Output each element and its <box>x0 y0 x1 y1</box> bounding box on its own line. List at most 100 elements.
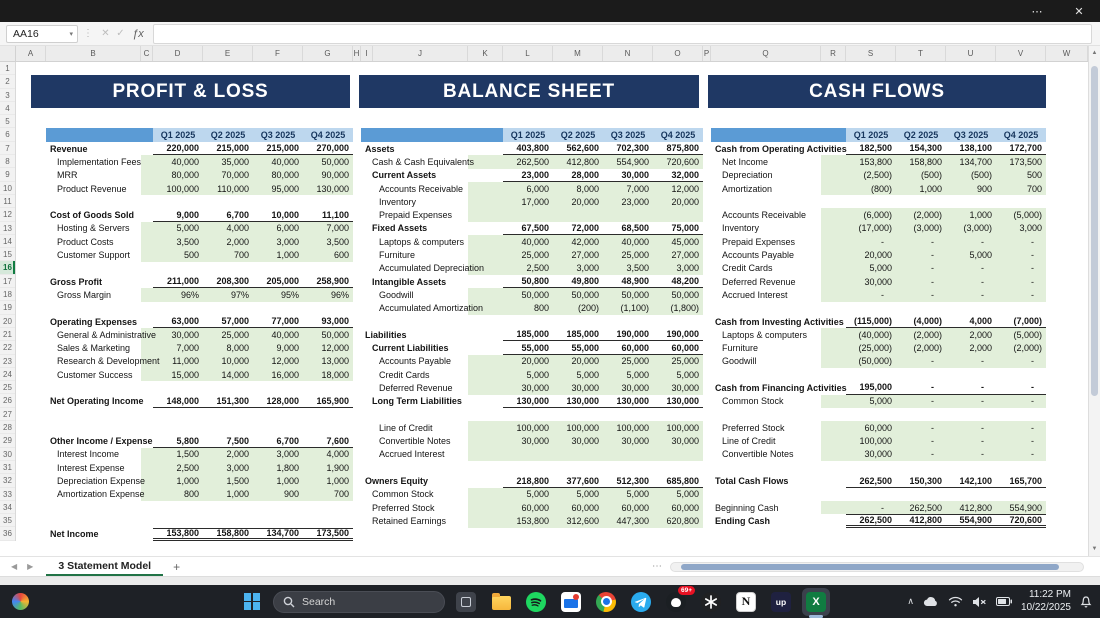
cf-row-10-label[interactable]: Amortization <box>722 183 773 194</box>
bs-row-31-label[interactable] <box>361 461 468 474</box>
cf-row-10-q4[interactable]: 700 <box>996 181 1046 196</box>
pl-row-23-label[interactable]: Research & Development <box>57 356 160 367</box>
bs-row-32-q2[interactable]: 377,600 <box>553 474 603 488</box>
bs-row-31-spacer[interactable] <box>468 461 503 474</box>
pl-row-15-q1[interactable]: 500 <box>153 248 203 262</box>
pl-row-28-q1[interactable] <box>153 421 203 434</box>
cf-row-31-q1[interactable] <box>846 461 896 474</box>
pl-row-15-q4[interactable]: 600 <box>303 248 353 262</box>
vertical-scrollbar-thumb[interactable] <box>1091 66 1098 396</box>
pl-row-17-q4[interactable]: 258,900 <box>303 275 353 289</box>
row-header-9[interactable]: 9 <box>0 168 15 182</box>
pl-row-31-q2[interactable]: 3,000 <box>203 461 253 475</box>
bs-row-23-q2[interactable]: 20,000 <box>553 354 603 369</box>
cf-row-9-q3[interactable]: (500) <box>946 168 996 182</box>
pl-row-25-q1[interactable] <box>153 381 203 394</box>
bs-row-7-label[interactable]: Assets <box>365 143 395 154</box>
pl-row-26-q1[interactable]: 148,000 <box>153 395 203 408</box>
pl-row-24-q1[interactable]: 15,000 <box>153 368 203 382</box>
bs-row-8-q4[interactable]: 720,600 <box>653 155 703 169</box>
row-header-36[interactable]: 36 <box>0 527 15 541</box>
bs-row-28-q2[interactable]: 100,000 <box>553 421 603 435</box>
insert-function-icon[interactable]: ƒx <box>132 27 144 40</box>
cf-row-18-spacer[interactable] <box>821 288 846 302</box>
bs-row-9-q4[interactable]: 32,000 <box>653 169 703 182</box>
cf-row-13-q4[interactable]: 3,000 <box>996 221 1046 236</box>
cf-row-28-label[interactable]: Preferred Stock <box>722 422 785 433</box>
cf-row-29-q2[interactable]: - <box>896 434 946 448</box>
cf-row-18-q1[interactable]: - <box>846 288 896 302</box>
cf-row-17-q2[interactable]: - <box>896 274 946 289</box>
pl-row-10-q3[interactable]: 95,000 <box>253 181 303 196</box>
bs-row-34-spacer[interactable] <box>468 501 503 515</box>
bs-row-32-spacer[interactable] <box>468 474 503 487</box>
cf-row-36-q3[interactable] <box>946 528 996 541</box>
bs-row-34-q1[interactable]: 60,000 <box>503 501 553 515</box>
bs-row-18-q3[interactable]: 50,000 <box>603 288 653 302</box>
bs-row-17-q2[interactable]: 49,800 <box>553 275 603 289</box>
pl-row-10-label[interactable]: Product Revenue <box>57 183 127 194</box>
cf-row-14-spacer[interactable] <box>821 235 846 249</box>
bs-row-35-label[interactable]: Retained Earnings <box>372 515 447 526</box>
pl-row-27-q2[interactable] <box>203 408 253 421</box>
bs-row-15-q3[interactable]: 25,000 <box>603 248 653 262</box>
bs-row-14-q4[interactable]: 45,000 <box>653 235 703 249</box>
cf-row-31-label[interactable] <box>711 461 821 474</box>
bs-row-7-spacer[interactable] <box>468 142 503 155</box>
bs-row-10-q4[interactable]: 12,000 <box>653 181 703 196</box>
bs-row-7-q3[interactable]: 702,300 <box>603 142 653 156</box>
pl-row-35-q3[interactable] <box>253 514 303 527</box>
cf-row-10-q1[interactable]: (800) <box>846 181 896 196</box>
volume-muted-icon[interactable] <box>972 596 987 608</box>
bs-row-34-q2[interactable]: 60,000 <box>553 501 603 515</box>
enter-icon[interactable]: ✓ <box>116 28 125 39</box>
pl-row-24-q3[interactable]: 16,000 <box>253 368 303 382</box>
cf-row-14-q1[interactable]: - <box>846 235 896 249</box>
bs-quarter-header-3[interactable]: Q3 2025 <box>603 128 653 142</box>
pl-row-34-q2[interactable] <box>203 501 253 514</box>
row-header-11[interactable]: 11 <box>0 195 15 209</box>
cf-row-17-q3[interactable]: - <box>946 274 996 289</box>
cf-row-14-q3[interactable]: - <box>946 235 996 249</box>
column-header-H[interactable]: H <box>353 46 361 61</box>
bs-row-25-q3[interactable]: 30,000 <box>603 381 653 395</box>
row-header-14[interactable]: 14 <box>0 235 15 249</box>
row-header-5[interactable]: 5 <box>0 115 15 129</box>
pl-row-26-q2[interactable]: 151,300 <box>203 395 253 408</box>
column-header-V[interactable]: V <box>996 46 1046 61</box>
column-header-C[interactable]: C <box>141 46 153 61</box>
cf-row-22-q1[interactable]: (25,000) <box>846 341 896 355</box>
cf-row-24-spacer[interactable] <box>821 368 846 381</box>
pl-row-12-q1[interactable]: 9,000 <box>153 208 203 222</box>
cf-row-15-q3[interactable]: 5,000 <box>946 248 996 262</box>
cf-row-29-q3[interactable]: - <box>946 434 996 448</box>
pl-row-30-spacer[interactable] <box>141 447 153 462</box>
bs-row-10-q1[interactable]: 6,000 <box>503 181 553 196</box>
cf-row-26-q4[interactable]: - <box>996 394 1046 408</box>
pl-row-9-label[interactable]: MRR <box>57 170 78 181</box>
pl-row-34-q1[interactable] <box>153 501 203 514</box>
pl-row-26-q4[interactable]: 165,900 <box>303 395 353 408</box>
bs-row-11-q4[interactable]: 20,000 <box>653 195 703 209</box>
row-header-6[interactable]: 6 <box>0 128 15 142</box>
row-header-10[interactable]: 10 <box>0 182 15 195</box>
pl-row-16-q2[interactable] <box>203 262 253 275</box>
bs-row-36-q1[interactable] <box>503 528 553 541</box>
pl-row-11-label[interactable] <box>46 195 141 208</box>
pl-row-17-label[interactable]: Gross Profit <box>50 276 103 287</box>
cf-row-28-q4[interactable]: - <box>996 421 1046 435</box>
bs-row-9-spacer[interactable] <box>468 169 503 182</box>
taskbar-search[interactable]: Search <box>273 590 445 613</box>
pl-row-20-q3[interactable]: 77,000 <box>253 315 303 329</box>
column-header-I[interactable]: I <box>361 46 373 61</box>
pl-row-9-q2[interactable]: 70,000 <box>203 168 253 182</box>
cf-row-7-label[interactable]: Cash from Operating Activities <box>715 143 847 154</box>
column-header-J[interactable]: J <box>373 46 468 61</box>
pl-row-20-q4[interactable]: 93,000 <box>303 315 353 329</box>
row-header-21[interactable]: 21 <box>0 328 15 342</box>
pl-row-20-q1[interactable]: 63,000 <box>153 315 203 329</box>
cf-row-27-label[interactable] <box>711 408 821 421</box>
bs-row-20-q1[interactable] <box>503 315 553 328</box>
notion-icon[interactable]: N <box>732 588 760 616</box>
cf-row-33-label[interactable] <box>711 488 821 501</box>
